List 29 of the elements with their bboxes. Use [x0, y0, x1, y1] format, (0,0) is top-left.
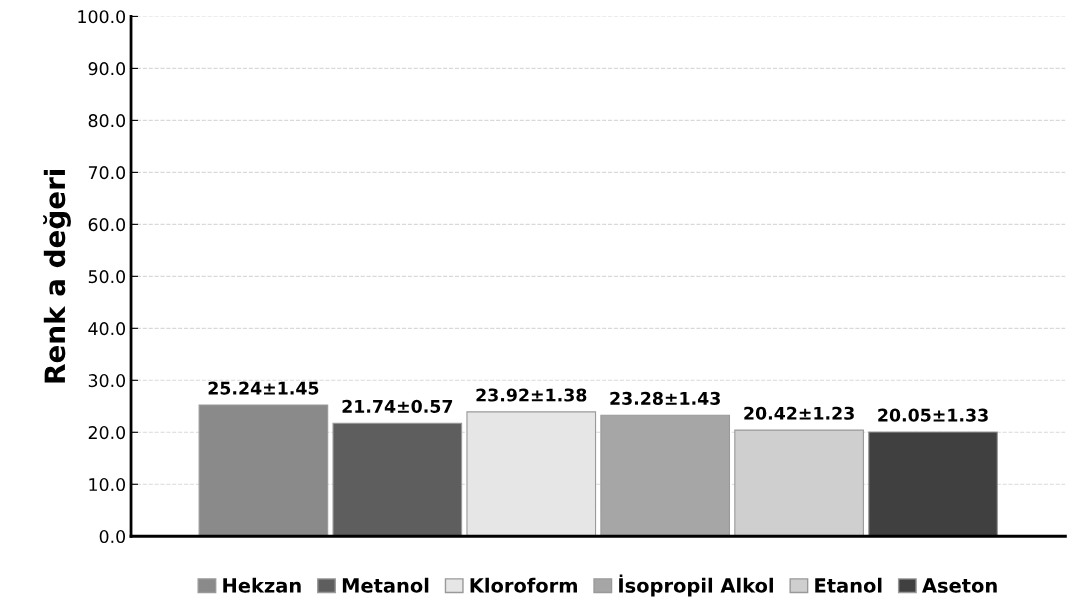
y-axis-title: Renk a değeri	[43, 170, 71, 383]
data-label: 21.74±0.57	[342, 399, 453, 413]
y-tick-label: 80.0	[88, 114, 126, 128]
y-tick-label: 40.0	[88, 322, 126, 336]
y-tick-label: 30.0	[88, 374, 126, 388]
legend-label: İsopropil Alkol	[619, 574, 773, 597]
y-tick-label: 0.0	[99, 529, 126, 544]
y-tick-label: 50.0	[88, 270, 126, 284]
data-label: 25.24±1.45	[208, 381, 319, 395]
bar	[198, 404, 329, 537]
legend-label: Kloroform	[470, 577, 577, 593]
y-tick-label: 90.0	[88, 62, 126, 76]
data-label: 20.05±1.33	[878, 408, 988, 422]
bar	[332, 422, 463, 537]
legend-label: Etanol	[815, 577, 882, 593]
bar	[466, 411, 597, 537]
bar	[868, 431, 998, 537]
y-tick-label: 60.0	[88, 218, 126, 232]
legend-label: Hekzan	[223, 577, 301, 593]
data-label: 20.42±1.23	[744, 406, 854, 420]
y-tick-label: 20.0	[88, 426, 126, 440]
data-label: 23.92±1.38	[476, 388, 587, 402]
bar	[600, 414, 731, 537]
data-label: 23.28±1.43	[610, 391, 720, 405]
y-tick-label: 10.0	[89, 477, 126, 492]
legend-label: Aseton	[922, 578, 997, 593]
y-tick-label: 70.0	[88, 166, 126, 180]
legend-label: Metanol	[342, 577, 429, 593]
y-tick-label: 100.0	[78, 10, 126, 24]
